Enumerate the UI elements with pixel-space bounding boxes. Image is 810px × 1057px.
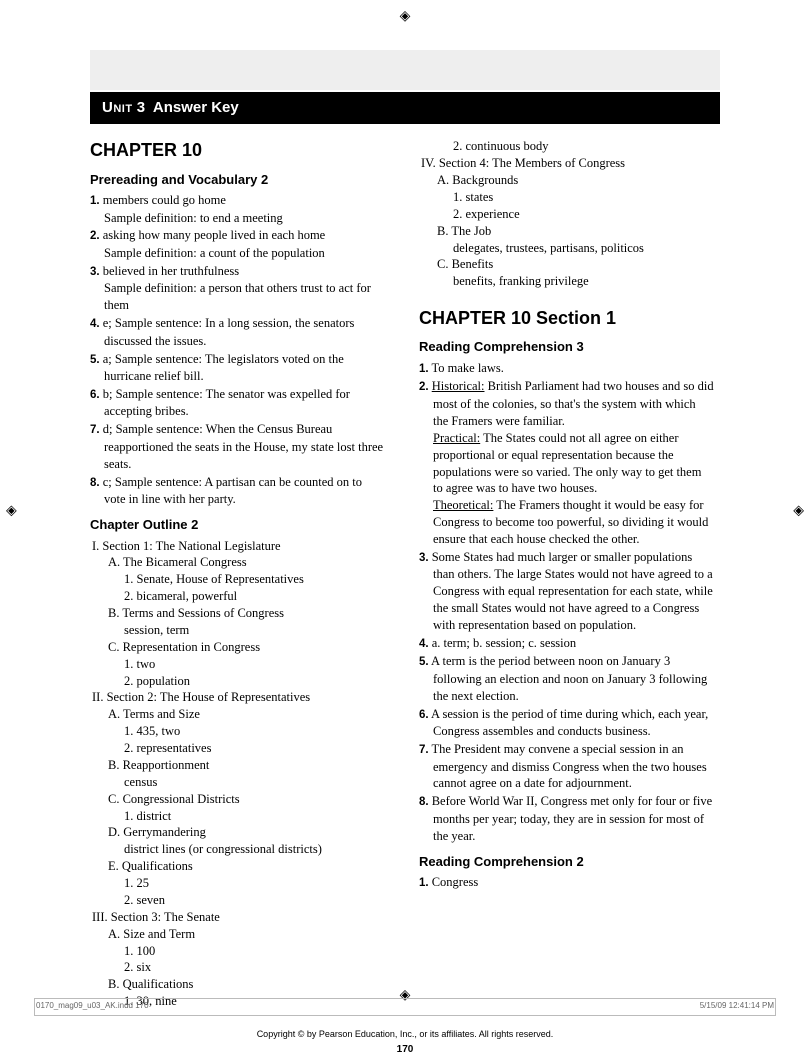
- outline-line: B. Qualifications: [92, 976, 381, 993]
- reading-comp-2-list: 1. Congress: [419, 874, 720, 892]
- outline-line: delegates, trustees, partisans, politico…: [421, 240, 710, 257]
- list-item: 4. e; Sample sentence: In a long session…: [104, 315, 391, 349]
- list-item: 3. believed in her truthfulnessSample de…: [104, 263, 391, 314]
- outline-line: A. The Bicameral Congress: [92, 554, 381, 571]
- outline-line: 2. continuous body: [421, 138, 710, 155]
- outline-line: II. Section 2: The House of Representati…: [92, 689, 381, 706]
- chapter-outline: I. Section 1: The National LegislatureA.…: [90, 538, 391, 1011]
- registration-mark-top: ◈: [400, 8, 411, 27]
- list-item: 7. The President may convene a special s…: [433, 741, 720, 792]
- list-item: 2. asking how many people lived in each …: [104, 227, 391, 261]
- outline-line: session, term: [92, 622, 381, 639]
- two-column-layout: CHAPTER 10 Prereading and Vocabulary 2 1…: [90, 138, 720, 1010]
- left-column: CHAPTER 10 Prereading and Vocabulary 2 1…: [90, 138, 391, 1010]
- outline-line: 1. 100: [92, 943, 381, 960]
- page-number: 170: [90, 1043, 720, 1057]
- list-item: 1. To make laws.: [433, 360, 720, 378]
- print-meta-right: 5/15/09 12:41:14 PM: [700, 1001, 774, 1012]
- outline-line: 2. representatives: [92, 740, 381, 757]
- list-item: 8. Before World War II, Congress met onl…: [433, 793, 720, 844]
- chapter-section-title: CHAPTER 10 Section 1: [419, 306, 720, 330]
- section-reading-comp-2: Reading Comprehension 2: [419, 853, 720, 871]
- outline-line: 1. Senate, House of Representatives: [92, 571, 381, 588]
- outline-line: A. Terms and Size: [92, 706, 381, 723]
- outline-line: IV. Section 4: The Members of Congress: [421, 155, 710, 172]
- list-item: 4. a. term; b. session; c. session: [433, 635, 720, 653]
- list-item: 1. Congress: [433, 874, 720, 892]
- outline-continued: 2. continuous bodyIV. Section 4: The Mem…: [419, 138, 720, 290]
- reading-comp-3-list: 1. To make laws.2. Historical: British P…: [419, 360, 720, 845]
- outline-line: C. Benefits: [421, 256, 710, 273]
- list-item: 5. A term is the period between noon on …: [433, 653, 720, 704]
- outline-line: A. Size and Term: [92, 926, 381, 943]
- outline-line: III. Section 3: The Senate: [92, 909, 381, 926]
- outline-line: A. Backgrounds: [421, 172, 710, 189]
- outline-line: 2. population: [92, 673, 381, 690]
- list-item: 6. A session is the period of time durin…: [433, 706, 720, 740]
- outline-line: I. Section 1: The National Legislature: [92, 538, 381, 555]
- unit-label: Unit: [102, 99, 133, 116]
- copyright-text: Copyright © by Pearson Education, Inc., …: [90, 1028, 720, 1040]
- chapter-title: CHAPTER 10: [90, 138, 391, 162]
- section-reading-comp-3: Reading Comprehension 3: [419, 338, 720, 356]
- prereading-list: 1. members could go homeSample definitio…: [90, 192, 391, 508]
- list-item: 5. a; Sample sentence: The legislators v…: [104, 351, 391, 385]
- page-content: Unit 3 Answer Key CHAPTER 10 Prereading …: [0, 0, 810, 1057]
- outline-line: C. Representation in Congress: [92, 639, 381, 656]
- section-prereading: Prereading and Vocabulary 2: [90, 171, 391, 189]
- outline-line: 1. district: [92, 808, 381, 825]
- outline-line: 1. two: [92, 656, 381, 673]
- list-item: 6. b; Sample sentence: The senator was e…: [104, 386, 391, 420]
- list-item: 8. c; Sample sentence: A partisan can be…: [104, 474, 391, 508]
- section-outline: Chapter Outline 2: [90, 516, 391, 534]
- right-column: 2. continuous bodyIV. Section 4: The Mem…: [419, 138, 720, 1010]
- outline-line: 1. 435, two: [92, 723, 381, 740]
- unit-number: 3: [137, 99, 145, 116]
- outline-line: 1. 25: [92, 875, 381, 892]
- outline-line: 2. bicameral, powerful: [92, 588, 381, 605]
- outline-line: C. Congressional Districts: [92, 791, 381, 808]
- outline-line: B. Reapportionment: [92, 757, 381, 774]
- print-meta-left: 0170_mag09_u03_AK.indd 170: [36, 1001, 149, 1012]
- outline-line: benefits, franking privilege: [421, 273, 710, 290]
- list-item: 1. members could go homeSample definitio…: [104, 192, 391, 226]
- outline-line: district lines (or congressional distric…: [92, 841, 381, 858]
- list-item: 2. Historical: British Parliament had tw…: [433, 378, 720, 547]
- outline-line: census: [92, 774, 381, 791]
- outline-line: B. The Job: [421, 223, 710, 240]
- outline-line: E. Qualifications: [92, 858, 381, 875]
- registration-mark-left: ◈: [6, 503, 17, 522]
- outline-line: 2. experience: [421, 206, 710, 223]
- list-item: 7. d; Sample sentence: When the Census B…: [104, 421, 391, 472]
- page-footer: Copyright © by Pearson Education, Inc., …: [90, 1028, 720, 1057]
- unit-header-bar: Unit 3 Answer Key: [90, 92, 720, 124]
- outline-line: 1. states: [421, 189, 710, 206]
- outline-line: 2. seven: [92, 892, 381, 909]
- outline-line: D. Gerrymandering: [92, 824, 381, 841]
- outline-line: 2. six: [92, 959, 381, 976]
- header-gray-box: [90, 50, 720, 90]
- registration-mark-right: ◈: [793, 503, 804, 522]
- unit-title: Answer Key: [153, 99, 239, 116]
- list-item: 3. Some States had much larger or smalle…: [433, 549, 720, 634]
- outline-line: B. Terms and Sessions of Congress: [92, 605, 381, 622]
